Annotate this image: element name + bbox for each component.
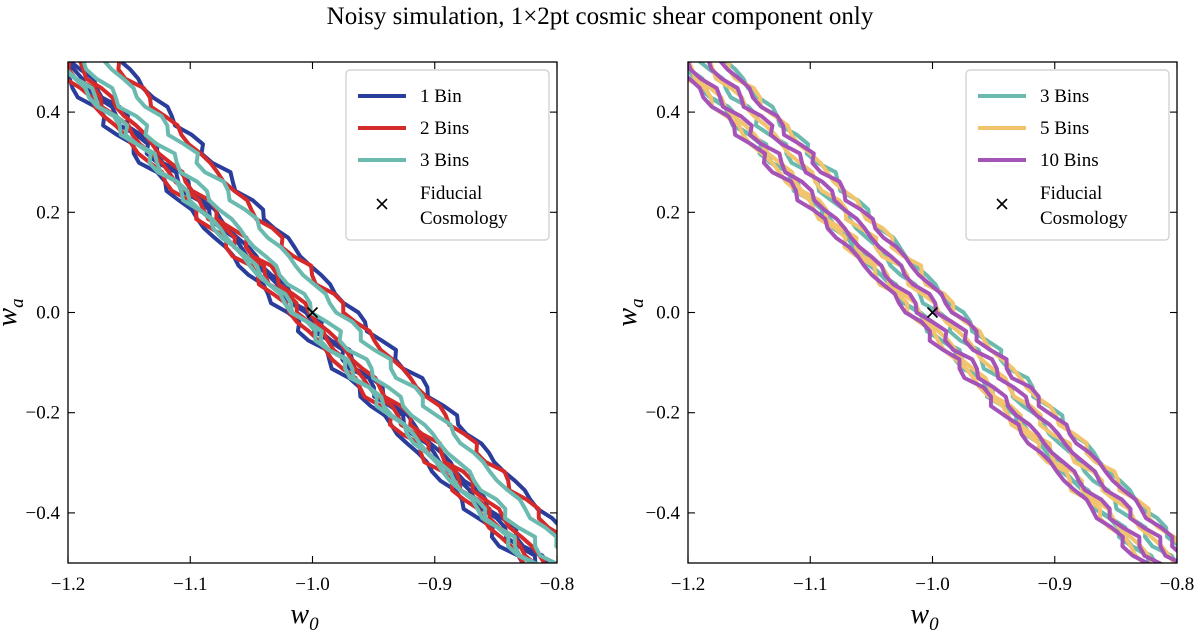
- contour-area: [688, 62, 1177, 563]
- y-tick-label: −0.2: [646, 403, 680, 424]
- fiducial-marker: [306, 306, 319, 319]
- contour-10-bins: [688, 62, 1177, 563]
- x-tick-label: −1.0: [295, 574, 329, 595]
- legend-label: 10 Bins: [1040, 150, 1099, 171]
- x-tick-label: −0.8: [1160, 574, 1194, 595]
- x-tick-label: −1.1: [173, 574, 207, 595]
- y-tick-label: −0.2: [26, 403, 60, 424]
- x-tick-label: −0.9: [418, 574, 452, 595]
- legend-label: 2 Bins: [420, 118, 469, 139]
- fiducial-marker: [926, 306, 939, 319]
- y-axis-label: wa: [612, 298, 648, 326]
- y-tick-label: 0.2: [656, 202, 680, 223]
- contour-line: [116, 62, 557, 536]
- y-tick-label: 0.4: [36, 102, 60, 123]
- legend-label: 1 Bin: [420, 86, 462, 107]
- legend-label: Fiducial: [420, 183, 482, 204]
- x-tick-label: −0.9: [1038, 574, 1072, 595]
- y-tick-label: −0.4: [26, 503, 61, 524]
- legend-marker: [376, 198, 388, 210]
- x-tick-label: −1.1: [793, 574, 827, 595]
- left-panel: −1.2 −1.1 −1.0 −0.9 −0.8 −0.4 −0.2 0.0 0.2 0.4 w0 w…: [0, 61, 574, 632]
- figure-title: Noisy simulation, 1×2pt cosmic shear com…: [327, 3, 874, 30]
- x-axis-label: w0: [290, 599, 319, 632]
- legend-label: 3 Bins: [1040, 86, 1089, 107]
- contour-line: [102, 62, 557, 550]
- contour-line: [81, 62, 557, 563]
- contour-3-bins: [68, 62, 557, 563]
- x-tick-label: −1.0: [915, 574, 949, 595]
- y-axis-label: wa: [0, 298, 28, 326]
- y-tick-label: 0.0: [36, 303, 60, 324]
- y-tick-label: 0.4: [656, 102, 680, 123]
- contour-line: [688, 62, 1164, 563]
- legend-box: [345, 69, 550, 241]
- contour-line: [706, 62, 1177, 563]
- legend-label: Cosmology: [420, 208, 508, 229]
- legend-label: Cosmology: [1040, 208, 1128, 229]
- legend-box: [965, 69, 1170, 241]
- contour-line: [68, 70, 538, 563]
- legend: 1 Bin 2 Bins 3 Bins Fiducial Cosmology: [345, 69, 550, 241]
- legend: 3 Bins 5 Bins 10 Bins Fiducial Cosmology: [965, 69, 1170, 241]
- y-tick-label: 0.2: [36, 202, 60, 223]
- contour-line: [688, 74, 1152, 563]
- x-tick-label: −0.8: [540, 574, 574, 595]
- right-panel: −1.2 −1.1 −1.0 −0.9 −0.8 −0.4 −0.2 0.0 0.2 0.4 w0 w…: [612, 61, 1194, 632]
- legend-label: Fiducial: [1040, 183, 1102, 204]
- y-tick-label: 0.0: [656, 303, 680, 324]
- contour-line: [718, 62, 1177, 554]
- contour-area: [68, 62, 557, 563]
- legend-label: 5 Bins: [1040, 118, 1089, 139]
- x-tick-label: −1.2: [51, 574, 85, 595]
- x-axis-label: w0: [910, 599, 939, 632]
- legend-marker: [996, 198, 1008, 210]
- legend-label: 3 Bins: [420, 150, 469, 171]
- x-tick-label: −1.2: [671, 574, 705, 595]
- y-tick-label: −0.4: [646, 503, 681, 524]
